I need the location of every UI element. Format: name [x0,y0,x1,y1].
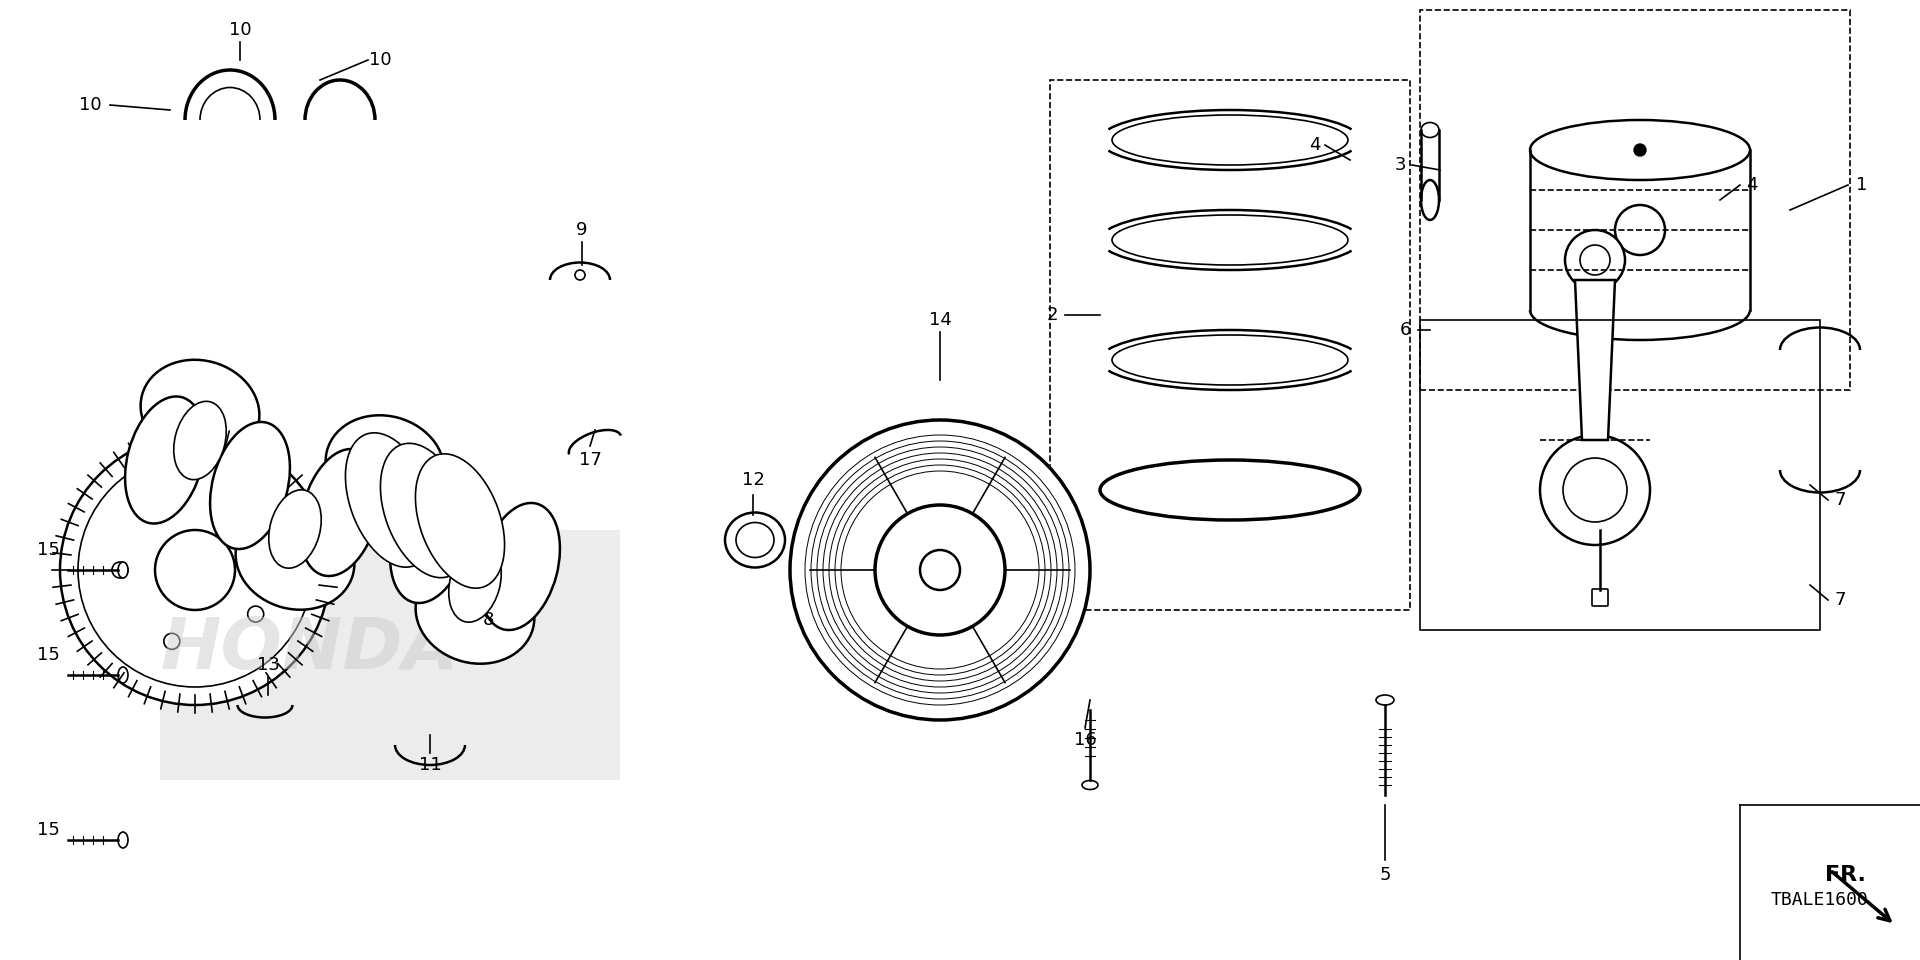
Text: 15: 15 [36,541,60,559]
Ellipse shape [726,513,785,567]
Bar [1421,10,1851,390]
Text: 16: 16 [1073,731,1096,749]
Text: 17: 17 [578,451,601,469]
Text: 14: 14 [929,311,952,329]
Ellipse shape [269,490,321,568]
Polygon shape [1574,280,1615,440]
Text: 7: 7 [1834,591,1845,609]
Circle shape [1563,458,1626,522]
Bar [1050,80,1409,610]
Circle shape [789,420,1091,720]
Text: 10: 10 [369,51,392,69]
Text: 11: 11 [419,756,442,774]
Ellipse shape [415,563,534,663]
Text: 8: 8 [482,611,493,629]
Ellipse shape [415,454,505,588]
Text: 2: 2 [1046,306,1058,324]
Ellipse shape [1421,180,1438,220]
Ellipse shape [1377,695,1394,705]
Text: 7: 7 [1834,491,1845,509]
Ellipse shape [390,476,470,603]
Text: 13: 13 [257,656,280,674]
Ellipse shape [117,562,129,578]
Ellipse shape [1083,780,1098,789]
Ellipse shape [117,667,129,683]
Text: 5: 5 [1379,866,1390,884]
Bar [1421,320,1820,630]
Ellipse shape [1421,123,1438,137]
Text: TBALE1600: TBALE1600 [1770,891,1868,909]
Circle shape [79,453,311,687]
Ellipse shape [173,401,227,480]
Ellipse shape [346,433,434,567]
Ellipse shape [117,832,129,848]
Text: 4: 4 [1747,176,1757,194]
Text: 15: 15 [36,821,60,839]
Circle shape [163,491,180,507]
Text: 9: 9 [576,221,588,239]
Circle shape [248,517,263,534]
Text: 3: 3 [1394,156,1405,174]
Circle shape [111,562,129,578]
Circle shape [574,270,586,280]
Ellipse shape [300,449,380,576]
Circle shape [163,634,180,649]
Ellipse shape [140,360,259,461]
Circle shape [1540,435,1649,545]
Ellipse shape [380,444,470,578]
FancyBboxPatch shape [1592,589,1609,606]
Ellipse shape [236,508,355,610]
Circle shape [248,606,263,622]
Ellipse shape [125,396,205,523]
Circle shape [60,435,330,705]
Text: HONDA: HONDA [161,615,459,684]
Ellipse shape [326,416,444,516]
Circle shape [1634,144,1645,156]
Ellipse shape [209,422,290,549]
Text: 15: 15 [36,646,60,664]
Circle shape [1565,230,1624,290]
Circle shape [920,550,960,590]
Ellipse shape [480,503,561,630]
Text: 4: 4 [1309,136,1321,154]
Text: FR.: FR. [1826,865,1866,885]
Text: 6: 6 [1400,321,1411,339]
Text: 10: 10 [228,21,252,39]
Text: 10: 10 [79,96,102,114]
Text: 1: 1 [1857,176,1868,194]
Ellipse shape [449,543,501,622]
Ellipse shape [359,457,411,535]
Circle shape [1580,245,1611,275]
Circle shape [156,530,234,610]
Circle shape [876,505,1004,635]
Bar [159,530,620,780]
Text: 12: 12 [741,471,764,489]
